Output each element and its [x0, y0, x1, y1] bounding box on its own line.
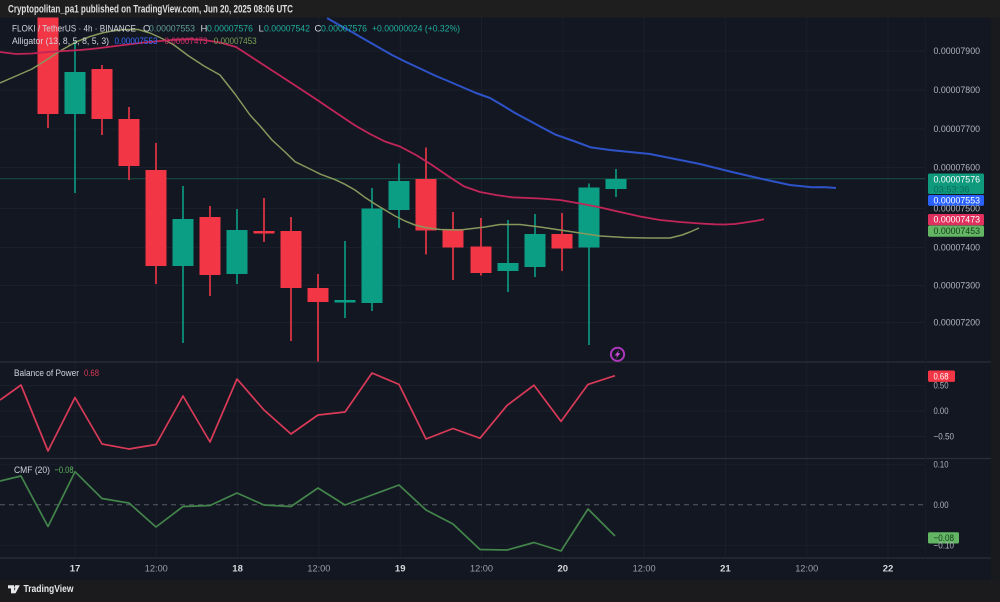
svg-text:0.00007900: 0.00007900: [934, 46, 981, 56]
svg-text:0.10: 0.10: [934, 460, 949, 470]
svg-text:Balance of Power: Balance of Power: [14, 368, 79, 379]
svg-text:0.00007553: 0.00007553: [934, 196, 981, 206]
svg-text:0.68: 0.68: [934, 371, 949, 381]
svg-text:0.00007576: 0.00007576: [207, 23, 253, 34]
svg-text:H: H: [201, 23, 208, 34]
svg-text:0.00007800: 0.00007800: [934, 85, 981, 95]
svg-text:−0.50: −0.50: [934, 432, 955, 442]
svg-text:18: 18: [232, 564, 243, 575]
svg-text:O: O: [143, 23, 150, 34]
svg-text:0.00007473: 0.00007473: [934, 215, 981, 225]
svg-text:0.00007600: 0.00007600: [934, 163, 981, 173]
svg-text:CMF (20): CMF (20): [14, 465, 50, 476]
svg-text:0.00007553: 0.00007553: [115, 36, 158, 47]
svg-text:−0.08: −0.08: [934, 533, 955, 543]
svg-text:0.00007553: 0.00007553: [149, 23, 195, 34]
svg-text:FLOKI / TetherUS · 4h · BINANC: FLOKI / TetherUS · 4h · BINANCE: [12, 23, 136, 34]
svg-text:Alligator (13, 8, 5, 8, 5, 3): Alligator (13, 8, 5, 8, 5, 3): [12, 36, 109, 47]
svg-text:0.00007300: 0.00007300: [934, 281, 981, 291]
svg-text:0.00007500: 0.00007500: [934, 204, 981, 214]
svg-text:19: 19: [395, 564, 406, 575]
svg-text:C: C: [315, 23, 322, 34]
svg-text:L: L: [259, 23, 264, 34]
svg-text:0.00007473: 0.00007473: [165, 36, 208, 47]
svg-text:12:00: 12:00: [795, 564, 818, 575]
svg-text:12:00: 12:00: [470, 564, 493, 575]
svg-text:12:00: 12:00: [633, 564, 656, 575]
svg-text:−0.08: −0.08: [55, 465, 74, 476]
svg-text:−0.10: −0.10: [934, 540, 955, 550]
svg-text:TradingView: TradingView: [24, 584, 74, 595]
svg-text:20: 20: [558, 564, 569, 575]
svg-text:17: 17: [70, 564, 81, 575]
svg-text:22: 22: [883, 564, 894, 575]
svg-text:0.00007576: 0.00007576: [934, 174, 981, 184]
svg-text:0.00007200: 0.00007200: [934, 318, 981, 328]
svg-text:0.68: 0.68: [84, 368, 99, 379]
svg-text:+0.00000024 (+0.32%): +0.00000024 (+0.32%): [372, 23, 460, 34]
svg-text:21: 21: [720, 564, 731, 575]
svg-text:0.00007576: 0.00007576: [321, 23, 367, 34]
svg-text:0.00007700: 0.00007700: [934, 124, 981, 134]
svg-text:0.00: 0.00: [934, 406, 949, 416]
svg-text:0.50: 0.50: [934, 381, 949, 391]
svg-text:12:00: 12:00: [145, 564, 168, 575]
svg-text:0.00007453: 0.00007453: [214, 36, 257, 47]
svg-text:Cryptopolitan_pa1 published on: Cryptopolitan_pa1 published on TradingVi…: [8, 4, 293, 16]
svg-text:0.00007453: 0.00007453: [934, 226, 981, 236]
svg-text:03:53:36: 03:53:36: [934, 184, 970, 194]
svg-text:0.00007400: 0.00007400: [934, 243, 981, 253]
svg-text:0.00: 0.00: [934, 500, 949, 510]
svg-text:0.00007542: 0.00007542: [264, 23, 310, 34]
svg-text:12:00: 12:00: [307, 564, 330, 575]
